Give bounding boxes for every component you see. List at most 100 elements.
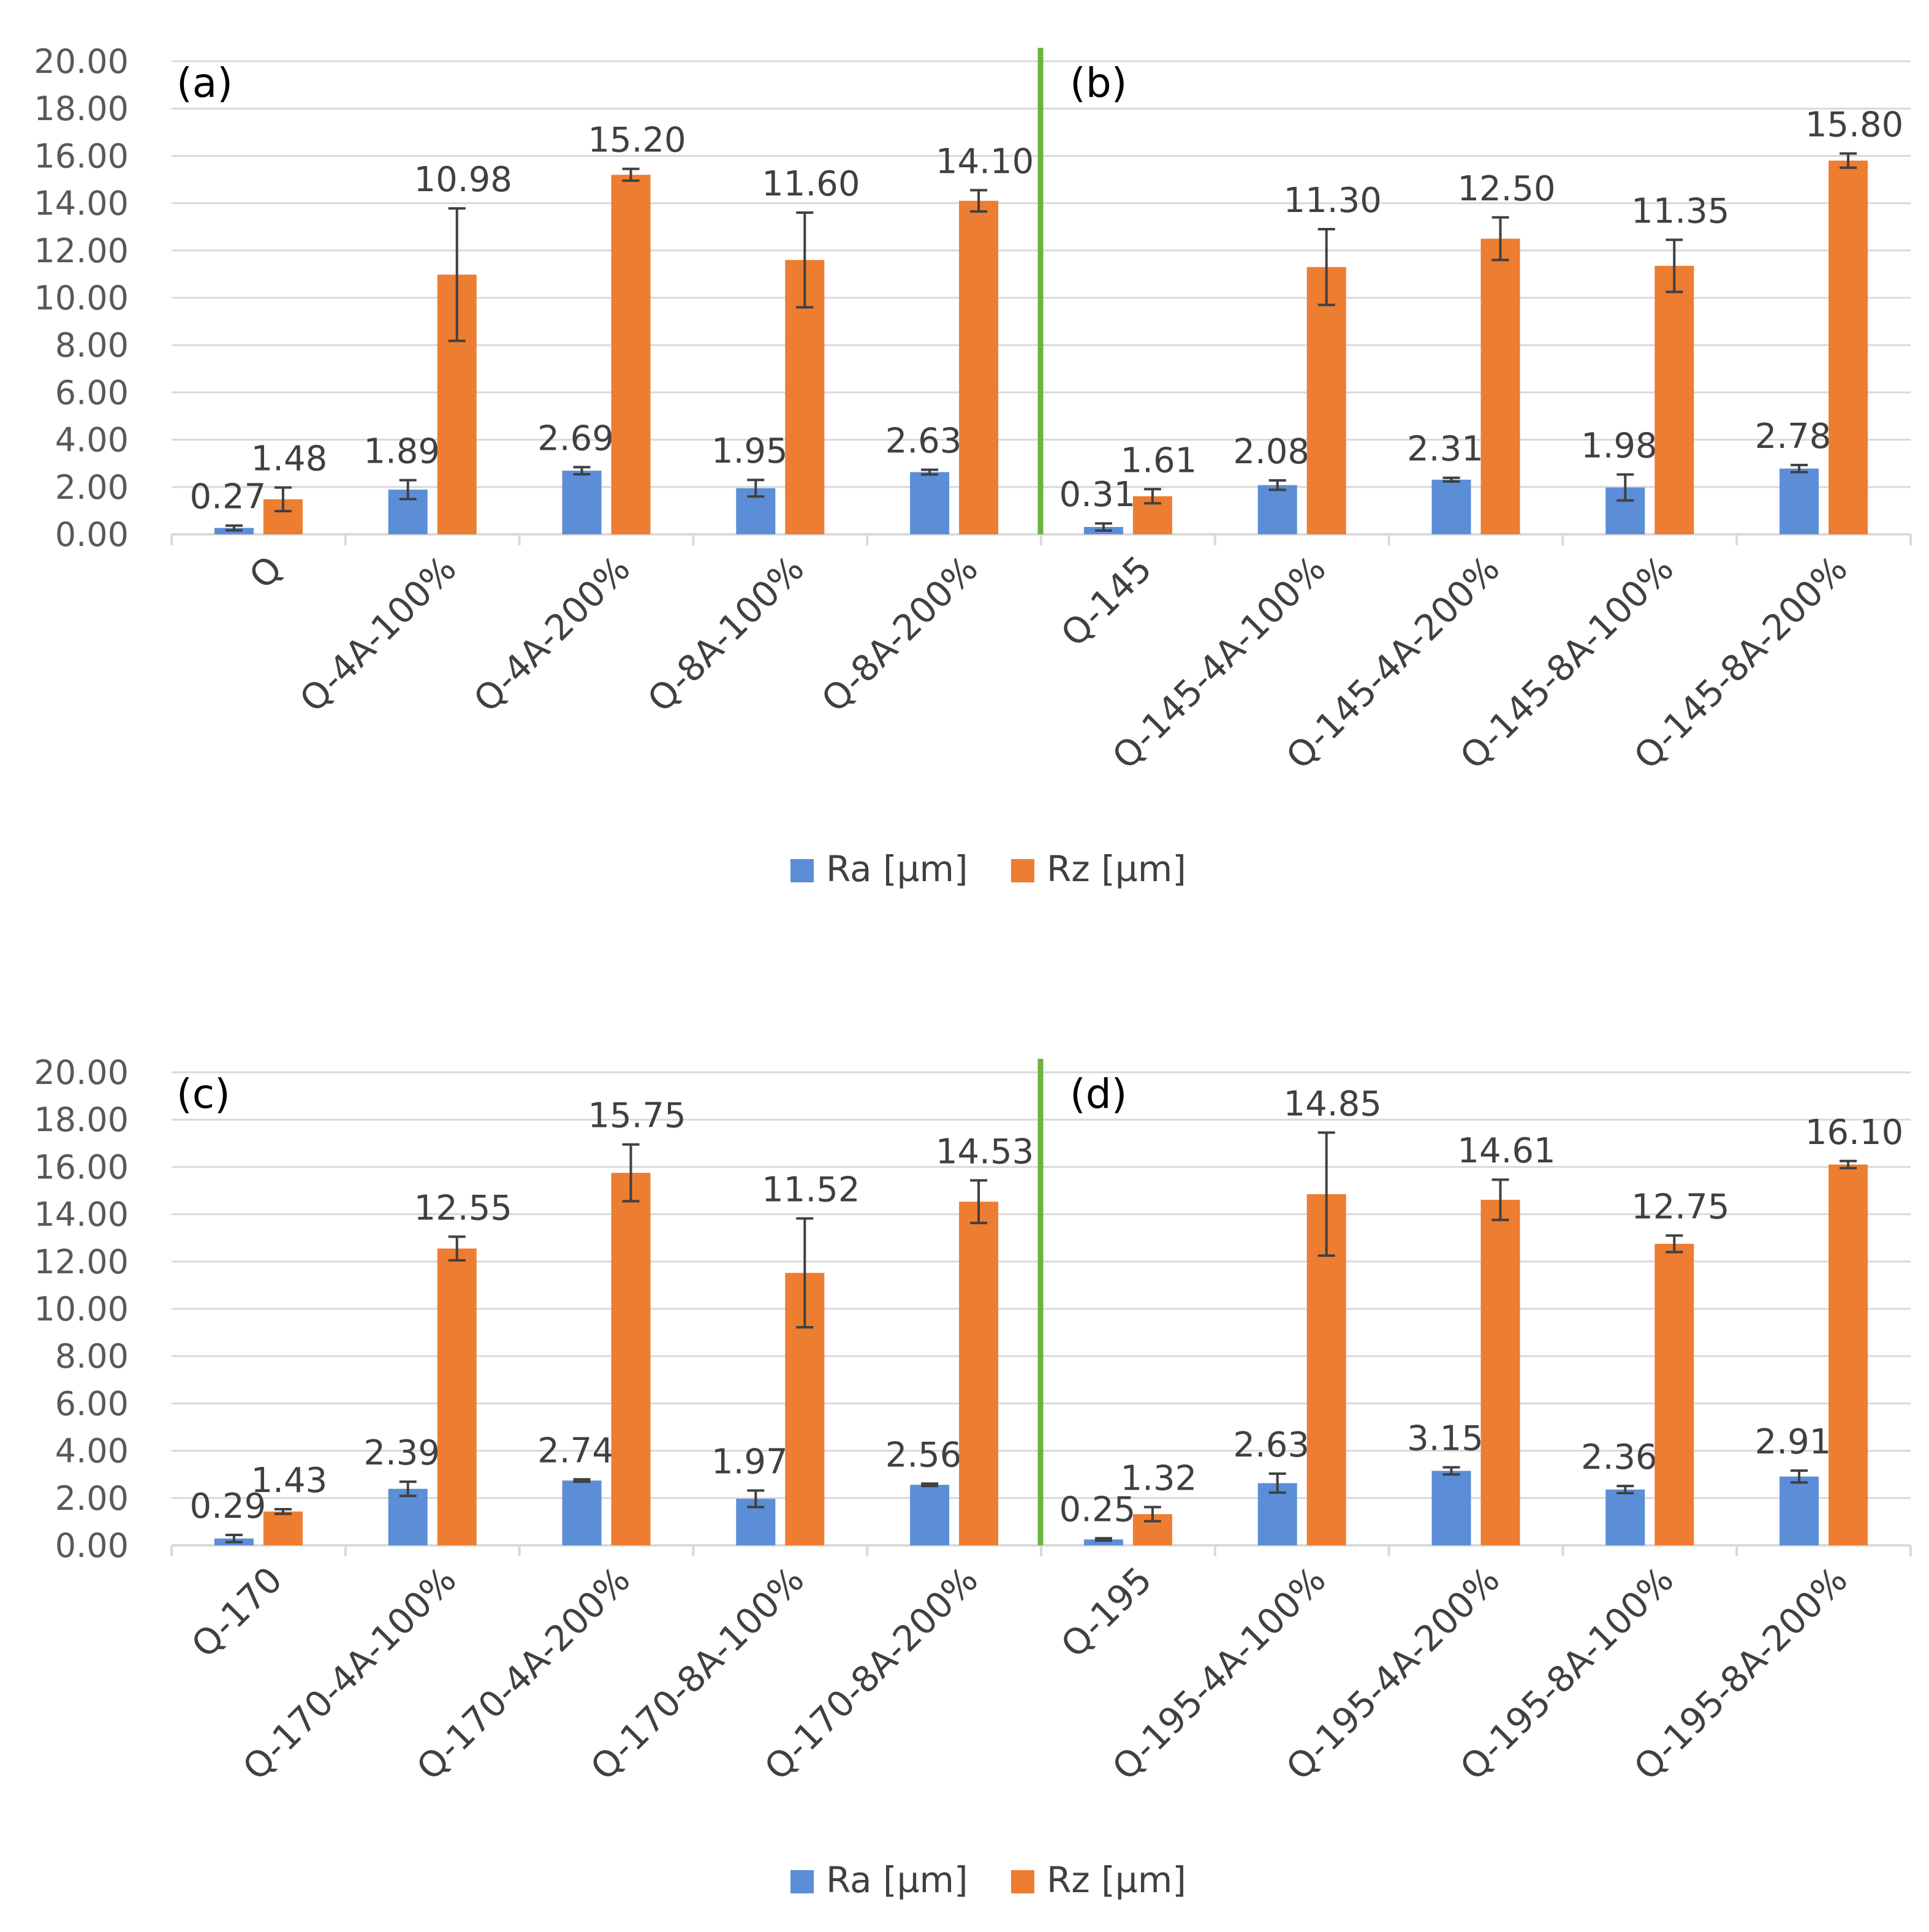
- data-label: 1.48: [251, 439, 328, 479]
- error-bar: [1791, 463, 1808, 474]
- data-label: 3.15: [1407, 1419, 1484, 1459]
- error-bar: [573, 466, 591, 475]
- legend-swatch-rz: [1011, 859, 1034, 882]
- error-bar: [1616, 1485, 1634, 1494]
- error-bar: [1791, 1469, 1808, 1484]
- error-bar: [448, 207, 466, 343]
- error-bar: [1491, 216, 1509, 262]
- data-label: 1.95: [711, 431, 788, 471]
- y-tick-label: 16.00: [34, 1148, 129, 1186]
- bar-ra: [1431, 479, 1471, 534]
- error-bar: [1840, 152, 1857, 169]
- data-label: 15.20: [588, 121, 686, 161]
- bar-rz: [959, 1202, 999, 1545]
- bar-rz: [1480, 238, 1520, 534]
- error-bar: [1616, 473, 1634, 502]
- category-label: Q: [241, 548, 290, 597]
- error-bar: [274, 486, 292, 513]
- legend-label-rz: Rz [µm]: [1047, 848, 1186, 890]
- data-label: 2.91: [1755, 1422, 1832, 1462]
- error-bar: [622, 167, 640, 182]
- y-tick-label: 4.00: [55, 421, 129, 460]
- error-bar: [225, 1534, 243, 1544]
- data-label: 2.74: [537, 1431, 614, 1471]
- data-label: 0.31: [1059, 475, 1136, 515]
- error-bar: [1442, 476, 1460, 483]
- y-tick-label: 16.00: [34, 137, 129, 175]
- bar-rz: [1480, 1200, 1520, 1545]
- data-label: 12.75: [1631, 1187, 1729, 1227]
- y-tick-label: 0.00: [55, 1526, 129, 1565]
- bar-ra: [1605, 1489, 1645, 1545]
- y-tick-label: 2.00: [55, 468, 129, 507]
- error-bar: [399, 1480, 417, 1498]
- y-tick-label: 6.00: [55, 373, 129, 412]
- error-bar: [1143, 488, 1161, 505]
- data-label: 15.80: [1805, 105, 1903, 145]
- data-label: 1.43: [251, 1461, 328, 1501]
- y-tick-label: 4.00: [55, 1432, 129, 1471]
- category-label: Q-195: [1053, 1559, 1160, 1666]
- data-label: 1.61: [1121, 441, 1197, 480]
- bar-rz: [611, 1173, 651, 1545]
- y-tick-label: 14.00: [34, 1195, 129, 1234]
- error-bar: [225, 524, 243, 532]
- data-label: 1.32: [1121, 1458, 1197, 1498]
- data-label: 11.52: [762, 1170, 860, 1210]
- bar-ra: [910, 472, 950, 534]
- error-bar: [1442, 1466, 1460, 1476]
- data-label: 1.97: [711, 1442, 788, 1482]
- data-label: 2.56: [885, 1435, 962, 1475]
- error-bar: [573, 1478, 591, 1483]
- data-label: 1.98: [1581, 426, 1658, 466]
- error-bar: [747, 1489, 765, 1509]
- error-bar: [1317, 1131, 1335, 1257]
- y-tick-label: 12.00: [34, 232, 129, 270]
- panel-label: (d): [1070, 1070, 1127, 1118]
- error-bar: [1840, 1159, 1857, 1170]
- legend-label-ra: Ra [µm]: [826, 1859, 968, 1901]
- error-bar: [399, 479, 417, 501]
- data-label: 16.10: [1805, 1113, 1903, 1153]
- y-tick-label: 12.00: [34, 1243, 129, 1281]
- chart-1: 0.00 2.00 4.00 6.00 8.00 10.00 12.00 14.00 16.00…: [34, 1053, 1912, 1901]
- data-label: 12.55: [414, 1188, 512, 1228]
- error-bar: [796, 211, 814, 309]
- error-bar: [921, 1482, 939, 1488]
- error-bar: [1094, 1537, 1112, 1542]
- category-label: Q-4A-200%: [466, 548, 639, 721]
- error-bar: [1143, 1506, 1161, 1523]
- error-bar: [622, 1143, 640, 1203]
- y-tick-label: 8.00: [55, 326, 129, 365]
- data-label: 11.35: [1631, 191, 1729, 231]
- error-bar: [1491, 1178, 1509, 1221]
- bar-rz: [1306, 267, 1346, 534]
- bar-ra: [1257, 485, 1297, 534]
- error-bar: [796, 1217, 814, 1329]
- bar-ra: [388, 1488, 428, 1545]
- bar-rz: [1654, 265, 1694, 534]
- panel-label: (b): [1070, 59, 1127, 107]
- y-tick-label: 2.00: [55, 1479, 129, 1518]
- bar-rz: [1654, 1243, 1694, 1545]
- bar-rz: [263, 1511, 303, 1545]
- legend-swatch-ra: [790, 1870, 814, 1893]
- data-label: 12.50: [1457, 169, 1555, 209]
- data-label: 2.63: [885, 422, 962, 461]
- bar-ra: [1779, 468, 1819, 534]
- legend-label-rz: Rz [µm]: [1047, 1859, 1186, 1901]
- bar-ra: [1431, 1471, 1471, 1545]
- category-label: Q-4A-100%: [292, 548, 464, 721]
- error-bar: [921, 468, 939, 476]
- bar-rz: [611, 175, 651, 534]
- error-bar: [1268, 1472, 1286, 1494]
- error-bar: [1094, 522, 1112, 532]
- bar-rz: [437, 1248, 477, 1545]
- y-tick-label: 6.00: [55, 1384, 129, 1423]
- legend: Ra [µm] Rz [µm]: [790, 848, 1186, 890]
- chart-0: 0.00 2.00 4.00 6.00 8.00 10.00 12.00 14.00 16.00…: [34, 42, 1912, 890]
- bar-rz: [1829, 161, 1868, 534]
- data-label: 0.27: [190, 477, 267, 517]
